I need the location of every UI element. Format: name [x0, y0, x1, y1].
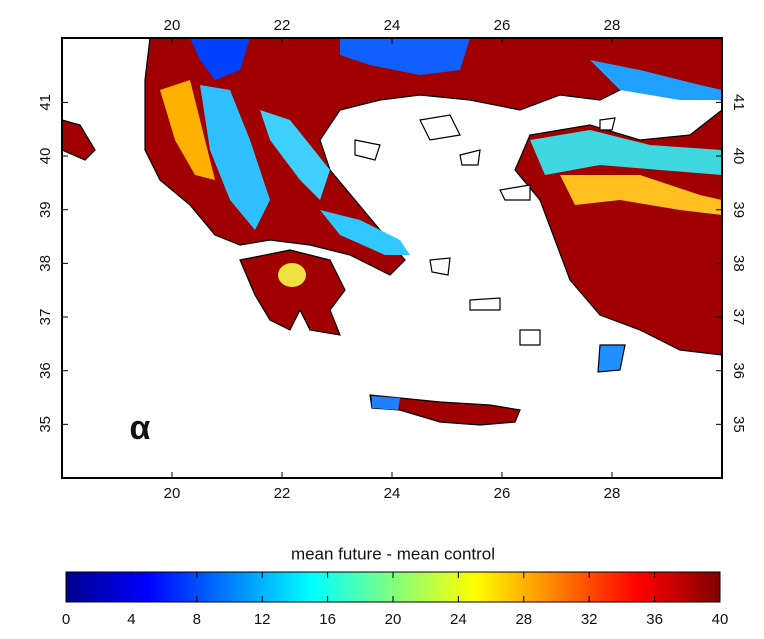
colorbar-tick-label: 40: [712, 611, 729, 628]
x-tick-label: 22: [274, 485, 291, 502]
y-tick-label: 39: [730, 201, 747, 218]
y-tick-label: 41: [730, 94, 747, 111]
map-field: [62, 38, 722, 426]
y-tick-label: 35: [730, 416, 747, 433]
y-tick-label: 37: [730, 309, 747, 326]
colorbar-tick-label: 36: [646, 611, 663, 628]
x-tick-label: 28: [604, 485, 621, 502]
x-tick-label: 26: [494, 17, 511, 34]
island: [597, 344, 626, 373]
field-cyan: [320, 210, 410, 255]
colorbar-tick-label: 32: [581, 611, 598, 628]
panel-label: α: [130, 409, 151, 447]
field-blue: [190, 38, 250, 80]
y-tick-label: 39: [37, 201, 54, 218]
y-tick-label: 40: [37, 148, 54, 165]
colorbar-title: mean future - mean control: [291, 544, 495, 563]
y-tick-label: 36: [37, 362, 54, 379]
field-yellow: [278, 263, 306, 287]
x-tick-label: 20: [164, 17, 181, 34]
field-cyan: [530, 130, 722, 175]
colorbar-tick-label: 12: [254, 611, 271, 628]
field-yellow: [560, 175, 722, 215]
field-cyan: [590, 60, 722, 100]
colorbar-tick-label: 0: [62, 611, 70, 628]
field-yellow: [160, 80, 215, 180]
colorbar-tick-label: 4: [127, 611, 135, 628]
land: [514, 109, 722, 356]
y-tick-label: 37: [37, 309, 54, 326]
land: [62, 119, 96, 161]
x-tick-label: 24: [384, 17, 401, 34]
y-tick-label: 38: [730, 255, 747, 272]
x-tick-label: 26: [494, 485, 511, 502]
y-tick-label: 38: [37, 255, 54, 272]
x-tick-label: 20: [164, 485, 181, 502]
field-cyan: [260, 110, 330, 200]
field-cyan: [200, 85, 270, 230]
colorbar-tick-label: 16: [319, 611, 336, 628]
colorbar-tick-label: 8: [193, 611, 201, 628]
y-tick-label: 41: [37, 94, 54, 111]
field-blue: [372, 396, 400, 410]
field-blue: [340, 38, 470, 75]
colorbar-tick-label: 24: [450, 611, 467, 628]
x-tick-label: 28: [604, 17, 621, 34]
land: [239, 249, 346, 336]
y-tick-label: 35: [37, 416, 54, 433]
y-tick-label: 36: [730, 362, 747, 379]
x-tick-label: 24: [384, 485, 401, 502]
x-tick-label: 22: [274, 17, 291, 34]
island: [354, 114, 616, 346]
colorbar-tick-label: 20: [385, 611, 402, 628]
y-tick-label: 40: [730, 148, 747, 165]
colorbar-tick-label: 28: [515, 611, 532, 628]
